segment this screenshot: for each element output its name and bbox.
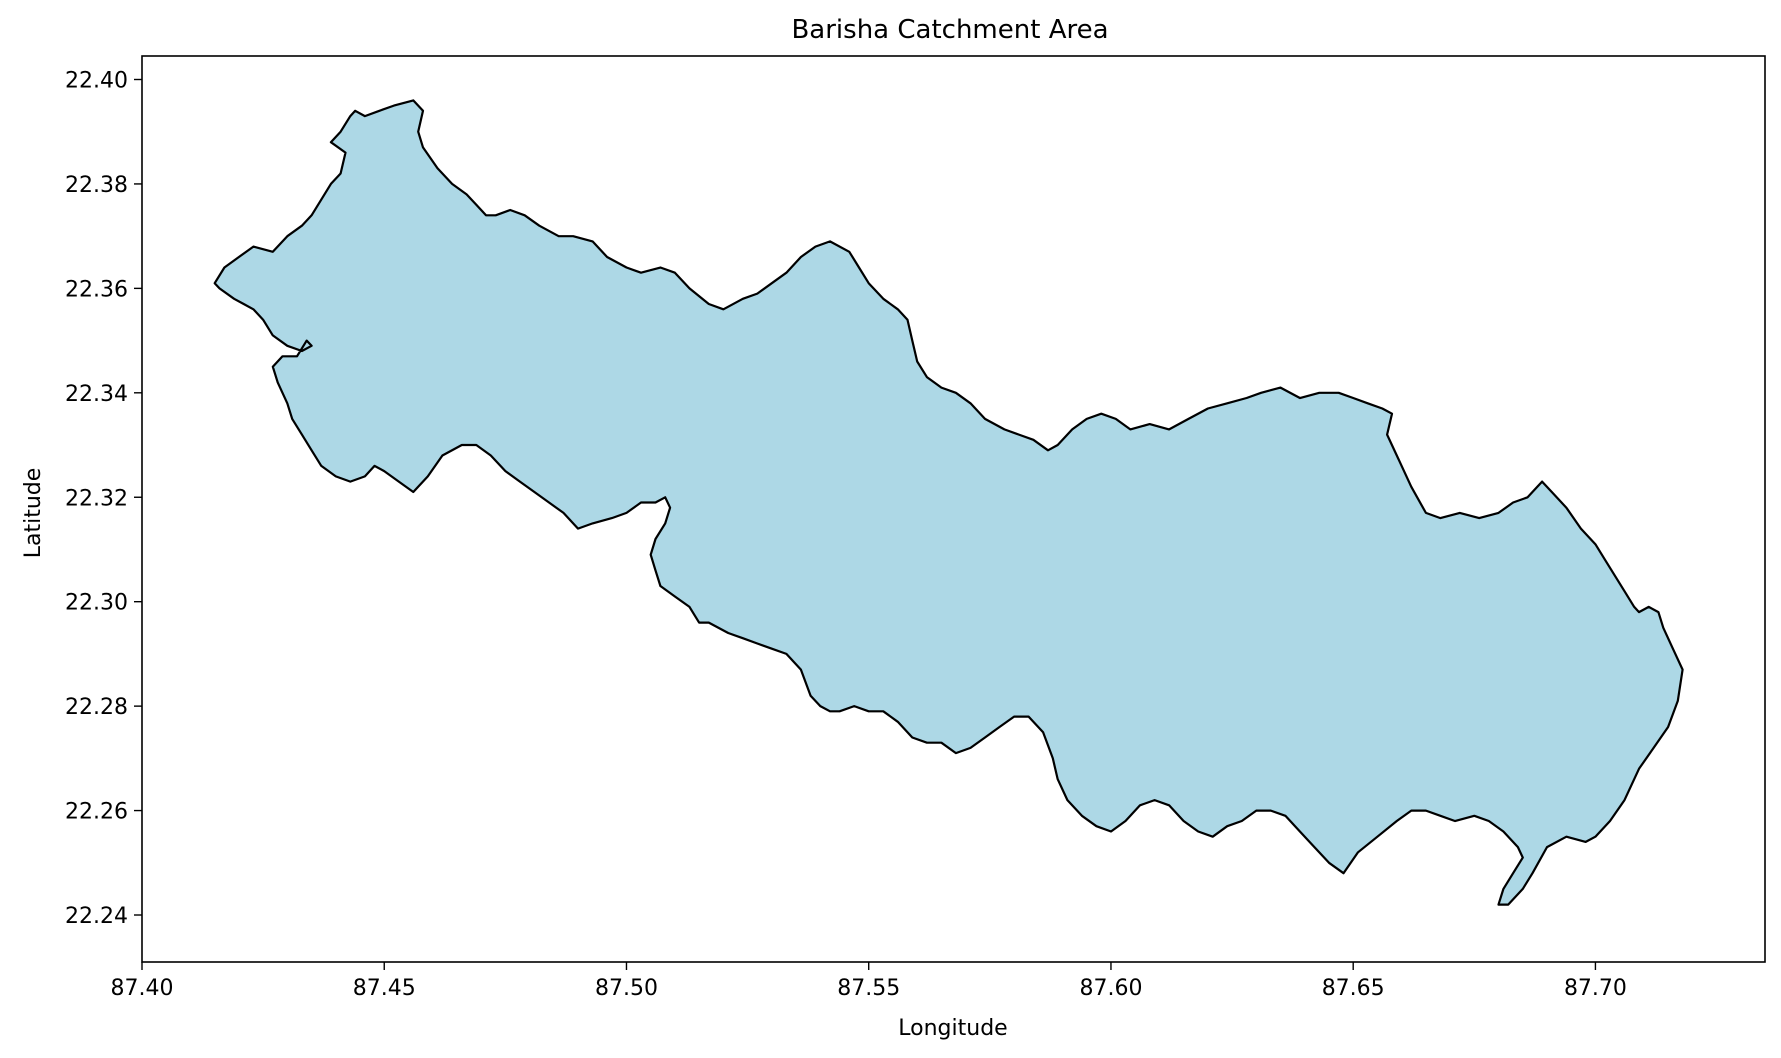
x-axis: 87.40 87.45 87.50 87.55 87.60 87.65 87.70 xyxy=(111,962,1627,1001)
y-tick-label: 22.24 xyxy=(65,904,128,929)
y-tick-label: 22.36 xyxy=(65,277,128,302)
catchment-polygon xyxy=(213,99,1684,906)
x-tick-label: 87.45 xyxy=(353,976,416,1001)
x-tick-label: 87.50 xyxy=(595,976,658,1001)
y-tick-label: 22.30 xyxy=(65,591,128,616)
x-tick-label: 87.60 xyxy=(1079,976,1142,1001)
y-tick-label: 22.32 xyxy=(65,486,128,511)
x-tick-label: 87.40 xyxy=(111,976,174,1001)
y-axis: 22.24 22.26 22.28 22.30 22.32 22.34 22.36 22.38… xyxy=(65,68,142,929)
axes-frame xyxy=(141,55,1766,963)
y-axis-label: Latitude xyxy=(21,468,46,559)
y-tick-label: 22.40 xyxy=(65,68,128,93)
x-tick-label: 87.55 xyxy=(837,976,900,1001)
y-tick-label: 22.28 xyxy=(65,695,128,720)
plot-area xyxy=(141,55,1766,963)
x-tick-label: 87.70 xyxy=(1564,976,1627,1001)
y-tick-label: 22.34 xyxy=(65,382,128,407)
x-axis-label: Longitude xyxy=(898,1016,1007,1041)
y-tick-label: 22.38 xyxy=(65,173,128,198)
y-tick-label: 22.26 xyxy=(65,800,128,825)
chart-title: Barisha Catchment Area xyxy=(791,15,1108,45)
x-tick-label: 87.65 xyxy=(1322,976,1385,1001)
